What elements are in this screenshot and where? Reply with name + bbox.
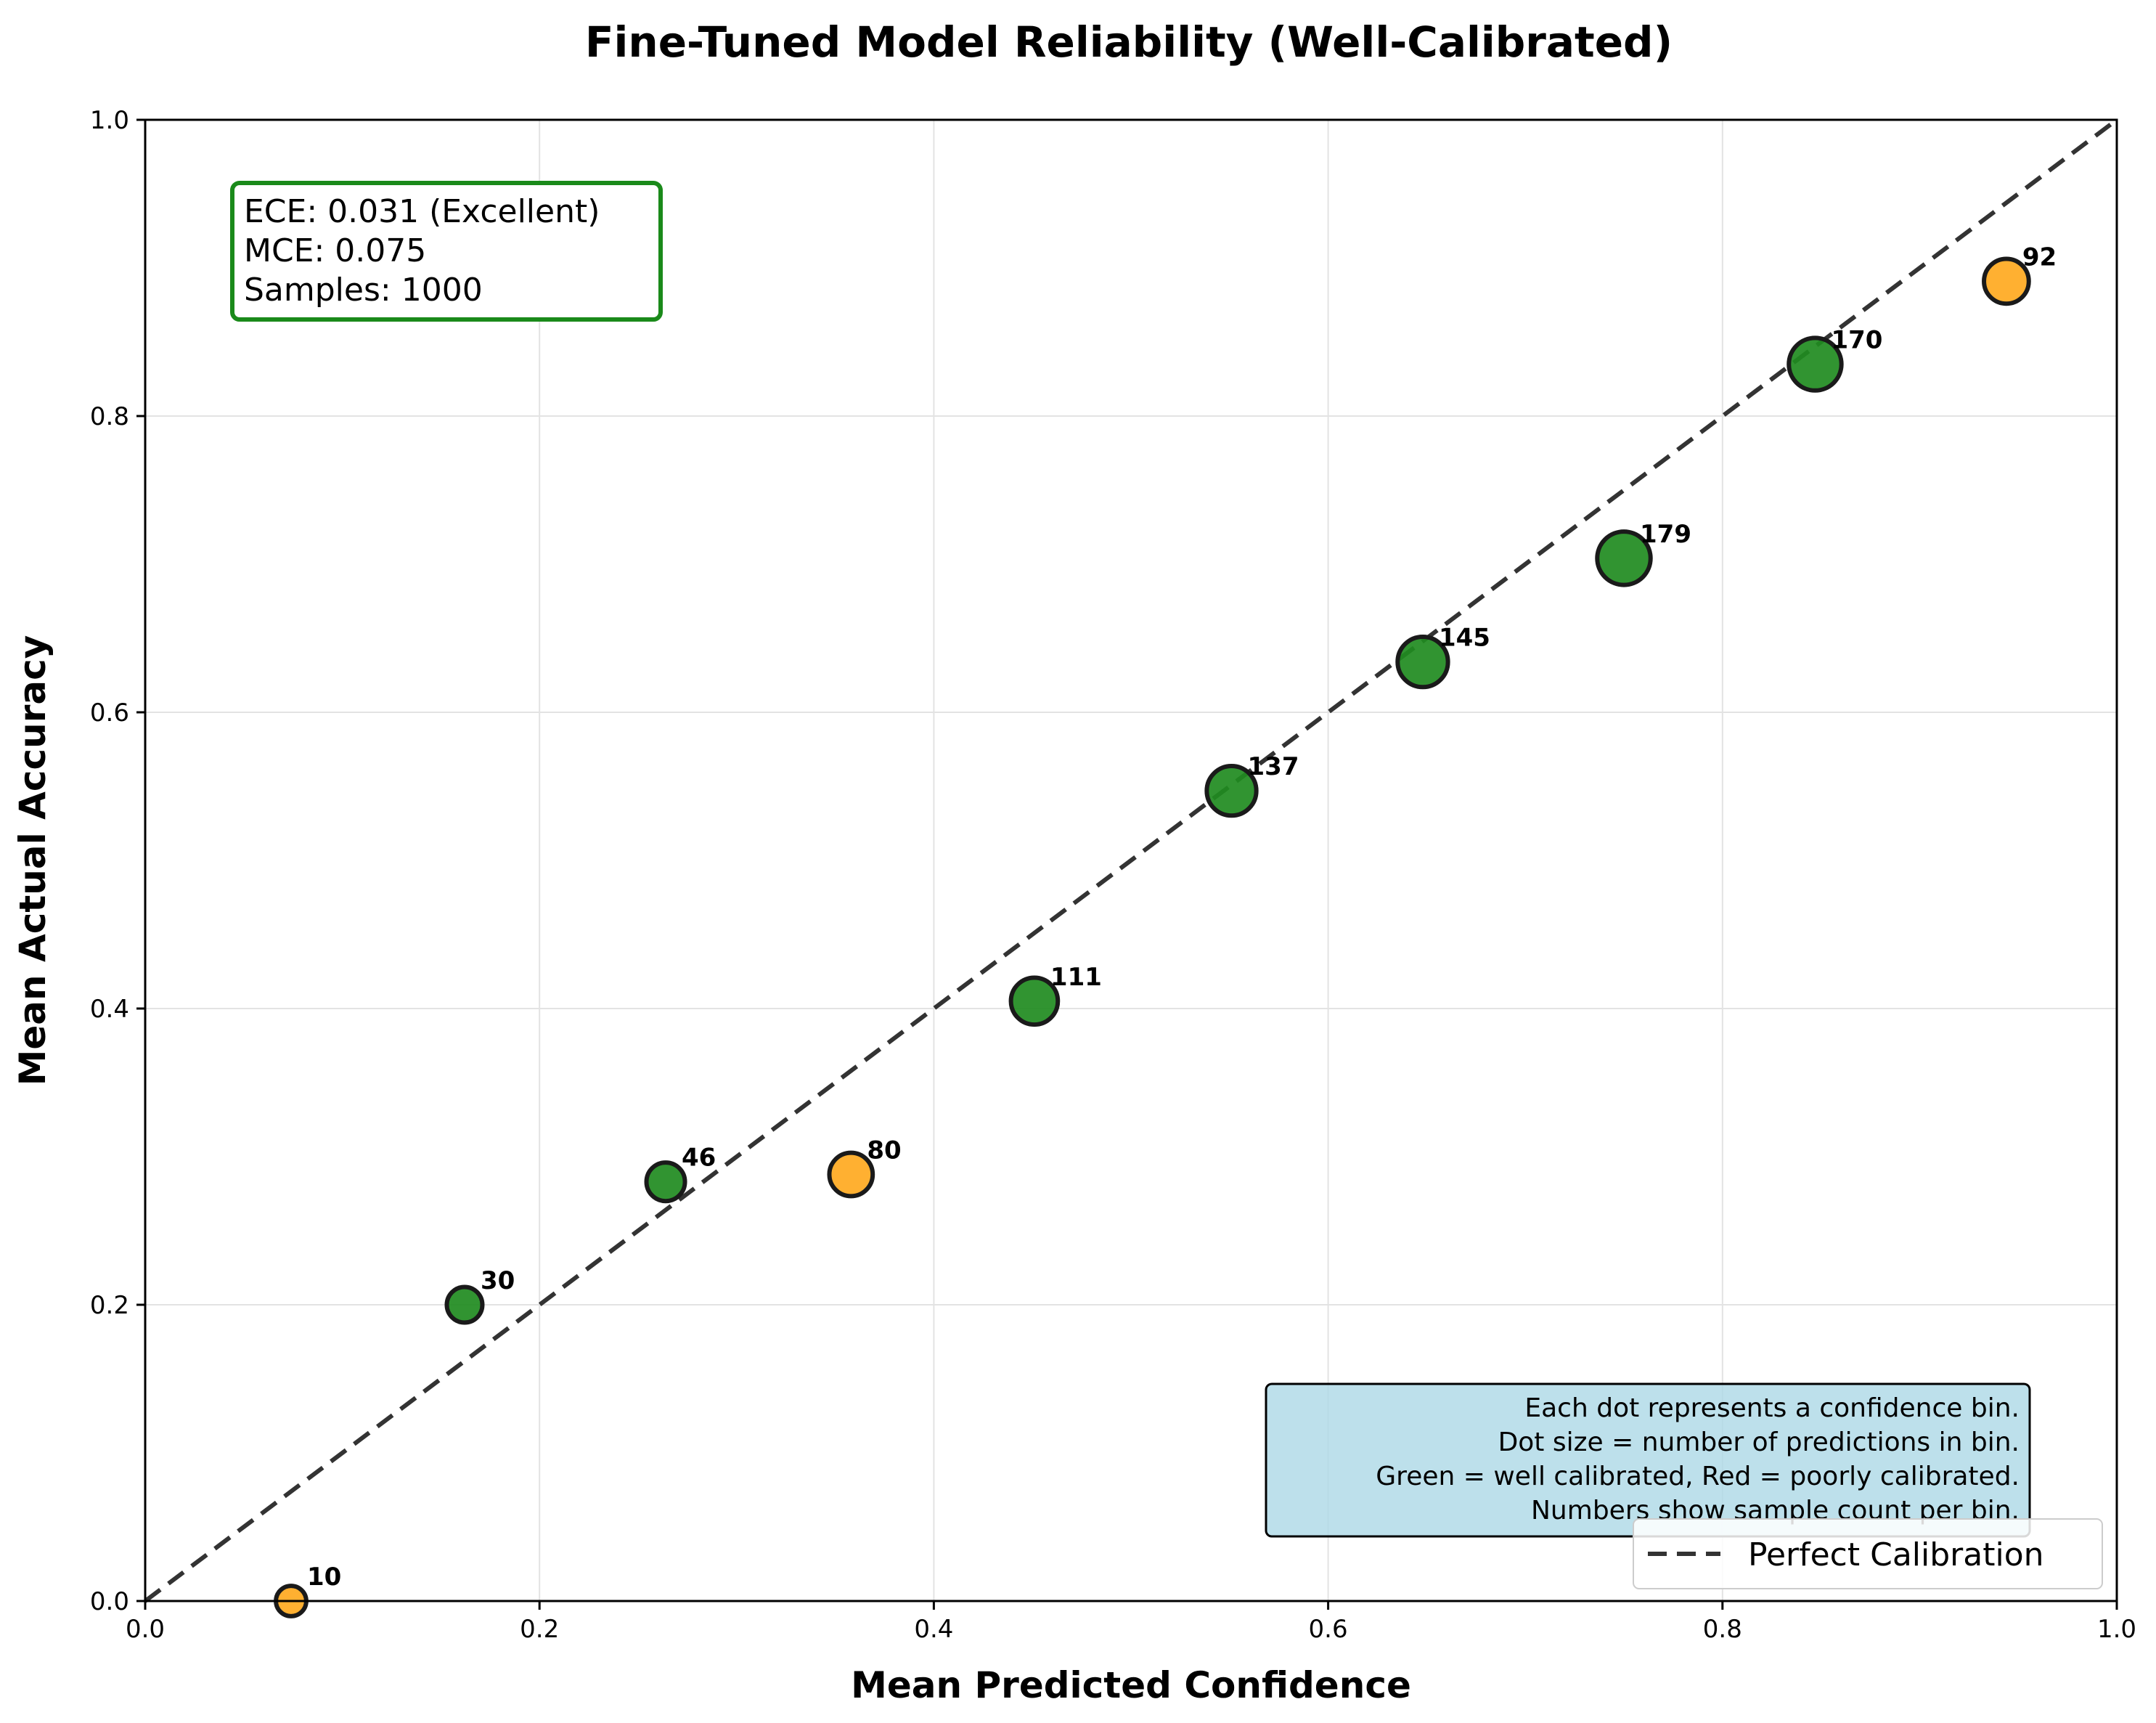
axis-ticks: 0.0 0.2 0.4 0.6 0.8 1.0 0.0 0.2 0.4 0.6 0.8 1.0 xyxy=(90,106,2136,1644)
calibration-point xyxy=(644,1160,687,1204)
y-tick-label: 0.8 xyxy=(90,402,129,431)
calibration-point xyxy=(1395,634,1450,690)
x-tick-label: 1.0 xyxy=(2097,1615,2136,1644)
point-count-label: 179 xyxy=(1640,520,1691,549)
point-count-label: 30 xyxy=(481,1266,515,1295)
calibration-point xyxy=(827,1150,875,1199)
calibration-point xyxy=(1204,763,1259,818)
calibration-point xyxy=(1595,529,1653,587)
chart-title: Fine-Tuned Model Reliability (Well-Calib… xyxy=(585,17,1673,67)
x-tick-label: 0.4 xyxy=(914,1615,953,1644)
calibration-point xyxy=(444,1284,485,1325)
ece-text: ECE: 0.031 (Excellent) xyxy=(244,193,600,230)
note-line-1: Each dot represents a confidence bin. xyxy=(1524,1393,2020,1423)
perfect-calibration-line xyxy=(144,118,2118,1603)
point-count-label: 137 xyxy=(1248,752,1299,781)
x-axis-label: Mean Predicted Confidence xyxy=(851,1664,1411,1706)
calibration-point xyxy=(1982,256,2031,306)
note-line-2: Dot size = number of predictions in bin. xyxy=(1498,1427,2020,1457)
point-count-label: 80 xyxy=(867,1136,901,1165)
point-count-label: 170 xyxy=(1831,326,1882,355)
note-box: Each dot represents a confidence bin. Do… xyxy=(1265,1382,2031,1538)
y-tick-label: 0.4 xyxy=(90,995,129,1024)
stats-box-frame xyxy=(230,181,663,322)
legend-label-perfect-calibration: Perfect Calibration xyxy=(1748,1536,2044,1573)
legend: Perfect Calibration xyxy=(1633,1518,2103,1589)
point-count-label: 10 xyxy=(307,1563,341,1592)
note-line-3: Green = well calibrated, Red = poorly ca… xyxy=(1376,1462,2020,1491)
x-tick-label: 0.2 xyxy=(520,1615,559,1644)
x-tick-label: 0.6 xyxy=(1309,1615,1348,1644)
legend-frame xyxy=(1633,1518,2103,1589)
calibration-points: 10 30 46 80 111 137 145 179 170 92 xyxy=(274,243,2057,1618)
x-tick-label: 0.0 xyxy=(126,1615,165,1644)
x-tick-label: 0.8 xyxy=(1703,1615,1742,1644)
y-tick-label: 1.0 xyxy=(90,106,129,135)
stats-box: ECE: 0.031 (Excellent) MCE: 0.075 Sample… xyxy=(230,181,663,322)
point-count-label: 145 xyxy=(1439,624,1490,653)
point-count-label: 46 xyxy=(682,1144,716,1173)
y-axis-label: Mean Actual Accuracy xyxy=(12,635,54,1086)
y-tick-label: 0.6 xyxy=(90,698,129,728)
point-count-label: 111 xyxy=(1050,963,1102,992)
y-tick-label: 0.0 xyxy=(90,1587,129,1616)
calibration-point xyxy=(1008,975,1061,1027)
y-tick-label: 0.2 xyxy=(90,1291,129,1320)
samples-text: Samples: 1000 xyxy=(244,272,483,309)
mce-text: MCE: 0.075 xyxy=(244,232,426,269)
plot-frame xyxy=(144,118,2118,1602)
calibration-point xyxy=(1787,335,1844,393)
point-count-label: 92 xyxy=(2022,243,2057,272)
